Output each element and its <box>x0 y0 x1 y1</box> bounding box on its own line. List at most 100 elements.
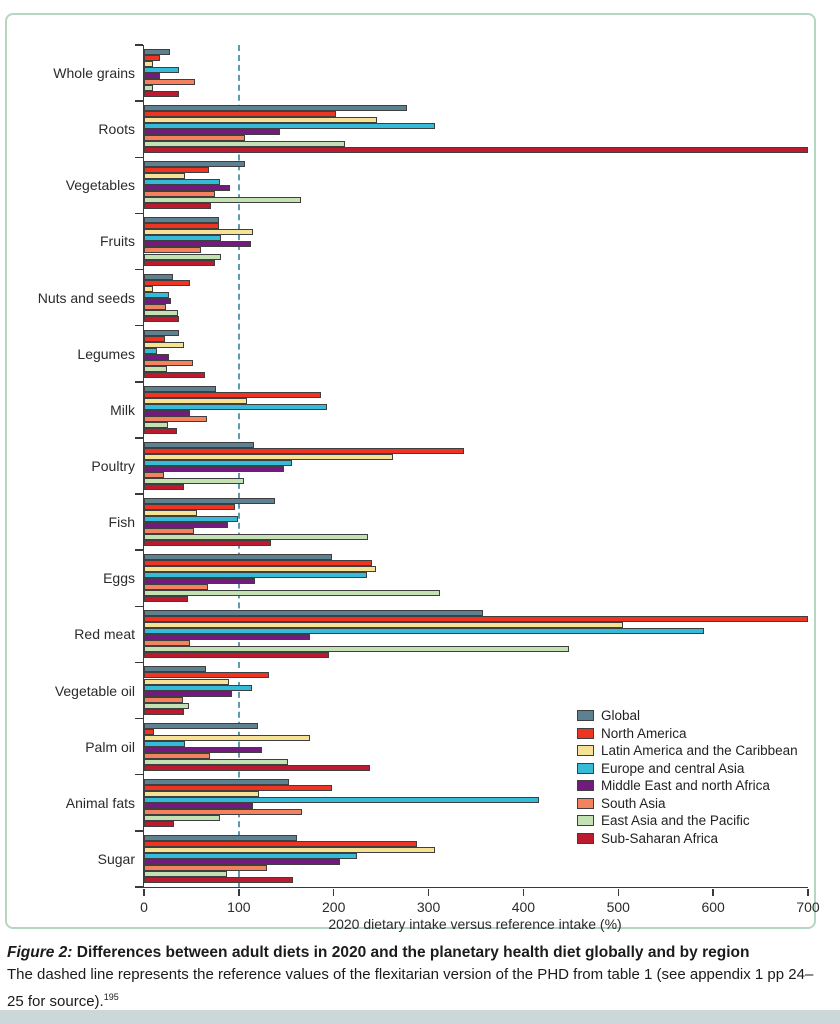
x-axis-tick-label: 200 <box>322 899 346 915</box>
legend-swatch <box>577 832 594 844</box>
bar <box>144 273 174 280</box>
bar <box>144 185 231 192</box>
bar <box>144 259 216 266</box>
bar <box>144 49 170 56</box>
bar <box>144 820 175 827</box>
bar <box>144 347 158 354</box>
bar <box>144 522 229 529</box>
bar <box>144 123 436 130</box>
legend-item: North America <box>577 726 798 741</box>
legend-swatch <box>577 727 594 739</box>
bar <box>144 864 268 871</box>
legend-swatch <box>577 815 594 826</box>
bar <box>144 79 196 86</box>
bar <box>144 834 297 841</box>
bar <box>144 708 184 715</box>
bar <box>144 634 310 641</box>
x-axis-title: 2020 dietary intake versus reference int… <box>328 916 622 932</box>
legend-label: Latin America and the Caribbean <box>601 743 798 758</box>
bar <box>144 191 216 198</box>
y-axis-tick <box>135 493 143 495</box>
bar <box>144 341 184 348</box>
bar <box>144 409 190 416</box>
bar <box>144 241 252 248</box>
caption-body: The dashed line represents the reference… <box>7 964 827 1013</box>
y-axis-tick <box>135 268 143 271</box>
legend-label: Sub-Saharan Africa <box>601 830 719 846</box>
bar <box>144 796 539 803</box>
bar <box>144 315 180 322</box>
y-axis-tick <box>135 324 143 327</box>
bar <box>144 129 280 136</box>
category-label: Poultry <box>91 457 135 474</box>
category-label: Roots <box>98 121 135 138</box>
legend-item: Europe and central Asia <box>577 761 798 776</box>
y-axis-tick <box>135 549 143 551</box>
bar <box>144 652 329 659</box>
bar <box>144 135 245 142</box>
x-axis-tick-label: 500 <box>606 899 630 915</box>
bar <box>144 229 254 236</box>
bar <box>144 61 154 68</box>
caption-figure-label: Figure 2: <box>7 944 73 961</box>
legend-item: East Asia and the Pacific <box>577 813 798 828</box>
bar <box>144 91 180 98</box>
bar <box>144 179 220 186</box>
bar <box>144 858 341 865</box>
bar <box>144 141 346 148</box>
y-axis-tick <box>135 156 143 159</box>
bar <box>144 870 228 877</box>
bar <box>144 197 302 204</box>
y-axis-tick <box>135 830 143 832</box>
x-axis-tick-label: 0 <box>140 899 148 915</box>
bar <box>144 784 332 791</box>
category-label: Legumes <box>77 345 135 362</box>
legend-label: East Asia and the Pacific <box>601 813 750 828</box>
bar <box>144 640 191 647</box>
bar <box>144 758 289 765</box>
bar <box>144 403 328 410</box>
footer-band <box>0 1010 840 1024</box>
bar <box>144 161 246 168</box>
bar <box>144 484 184 491</box>
category-label: Fish <box>108 514 135 531</box>
bar <box>144 678 230 685</box>
caption-reference-number: 195 <box>103 992 119 1002</box>
legend-label: Middle East and north Africa <box>601 778 770 793</box>
x-axis-tick <box>427 888 430 896</box>
x-axis-tick-label: 100 <box>227 899 251 915</box>
bar <box>144 778 290 785</box>
bar <box>144 684 253 691</box>
legend-item: Global <box>577 708 798 723</box>
bar <box>144 167 210 174</box>
category-label: Animal fats <box>65 794 135 811</box>
bar <box>144 478 244 485</box>
legend-swatch <box>577 745 594 756</box>
bar <box>144 852 358 859</box>
bar <box>144 441 255 448</box>
plot-area: 0 100 200 300 400 500 600 700 <box>135 44 820 915</box>
bar <box>144 572 367 579</box>
bar <box>144 690 233 697</box>
legend: Global North America Latin America and the… <box>577 708 798 848</box>
legend-item: Sub-Saharan Africa <box>577 831 798 846</box>
bar <box>144 622 624 629</box>
category-label: Nuts and seeds <box>37 289 135 306</box>
bar <box>144 385 217 392</box>
x-axis-tick-label: 400 <box>511 899 536 915</box>
legend-label: Europe and central Asia <box>601 760 745 776</box>
x-axis-tick <box>617 888 620 896</box>
category-axis-labels: Whole grains Roots Vegetables Fruits Nuts an… <box>15 45 135 887</box>
legend-swatch <box>577 780 594 791</box>
bar <box>144 616 808 623</box>
category-label: Milk <box>110 401 135 418</box>
bar <box>144 578 255 585</box>
bar <box>144 846 436 853</box>
bar <box>144 566 377 573</box>
bar <box>144 309 179 316</box>
category-label: Vegetables <box>65 177 135 194</box>
bar <box>144 528 195 535</box>
legend-item: South Asia <box>577 796 798 811</box>
category-label: Palm oil <box>85 738 135 755</box>
x-axis-tick <box>522 888 525 896</box>
